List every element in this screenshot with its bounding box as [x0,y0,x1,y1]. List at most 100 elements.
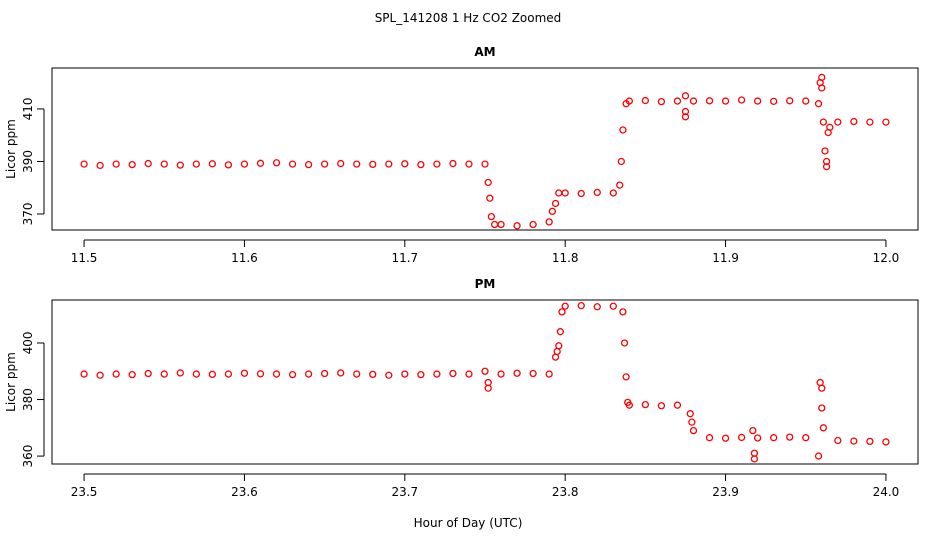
data-point [688,418,696,426]
data-point [80,160,88,168]
data-point [555,342,563,350]
data-point [401,370,409,378]
data-point [433,370,441,378]
data-point [737,433,746,442]
data-point [256,159,265,167]
data-point [353,160,361,168]
data-point [686,410,694,418]
data-point [96,371,104,379]
data-point [128,370,136,379]
data-point [208,160,217,168]
data-point [577,189,585,198]
data-point [850,437,858,445]
data-point [625,97,633,105]
panel-title: AM [474,45,495,59]
data-point [128,160,136,169]
data-point [681,113,690,121]
data-point [555,189,563,197]
data-point [821,147,829,155]
data-point [786,433,794,441]
data-point [192,160,200,168]
x-tick-label: 11.8 [552,251,579,265]
data-point [826,123,834,131]
data-point [753,97,762,105]
data-point [320,160,329,168]
data-point [490,220,499,229]
x-tick-label: 11.7 [391,251,418,265]
x-axis-label: Hour of Day (UTC) [414,516,523,530]
data-point [619,126,627,134]
data-point [673,401,682,409]
data-point [288,160,297,168]
data-point [497,220,505,229]
data-point [814,452,823,460]
data-point [749,426,757,435]
data-point [256,370,265,378]
data-point [529,220,537,229]
data-point [272,370,281,378]
data-point [866,437,874,446]
data-point [112,160,120,168]
data-point [802,97,810,105]
data-point [577,302,585,310]
x-tick-label: 23.6 [231,485,258,499]
x-tick-label: 11.5 [71,251,98,265]
data-point [818,84,826,92]
data-point [593,303,601,311]
data-point [882,438,890,446]
data-point [616,181,624,189]
data-point [272,159,281,167]
data-point [497,370,505,378]
data-point [481,367,489,375]
data-point [802,434,810,442]
data-point [240,369,249,377]
data-point [558,308,566,316]
x-tick-label: 11.6 [231,251,258,265]
data-point [545,370,553,378]
data-point [487,212,496,221]
plot-frame [51,67,919,231]
data-point [822,157,831,166]
data-point [561,302,569,310]
data-point [513,369,521,377]
data-point [617,157,625,166]
data-point [866,118,874,126]
y-tick-label: 360 [21,445,35,468]
data-point [721,97,730,105]
data-point [112,370,120,378]
data-point [593,188,601,197]
data-point [657,402,666,410]
data-point [529,369,537,378]
data-point [556,328,565,336]
plot-frame [51,299,919,465]
data-point [401,160,409,168]
data-point [337,159,345,168]
data-point [80,370,88,378]
x-tick-label: 23.5 [71,485,98,499]
data-point [834,436,842,445]
data-point [449,159,457,168]
data-point [545,218,553,226]
data-point [176,161,184,169]
x-tick-label: 23.7 [391,485,418,499]
data-point [484,178,492,187]
data-point [818,73,826,82]
data-point [673,97,682,105]
data-point [385,371,393,379]
x-tick-label: 23.9 [712,485,739,499]
data-point [705,97,714,105]
x-tick-label: 23.8 [552,485,579,499]
data-point [369,370,377,379]
data-point [819,118,828,126]
y-tick-label: 390 [21,150,35,173]
data-point [609,302,617,310]
data-point [609,189,617,197]
data-point [465,160,473,168]
data-point [176,369,184,377]
data-point [208,370,217,379]
data-point [320,369,329,378]
chart-title: SPL_141208 1 Hz CO2 Zoomed [375,11,562,25]
data-point [641,96,650,105]
data-point [834,118,842,126]
